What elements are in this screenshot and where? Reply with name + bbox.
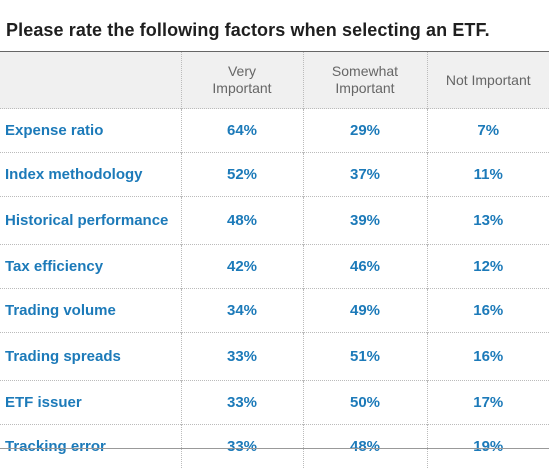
value-cell: 49% xyxy=(303,289,427,333)
value-cell: 17% xyxy=(427,381,549,425)
row-label: ETF issuer xyxy=(0,381,181,425)
table-row: ETF issuer 33% 50% 17% xyxy=(0,381,549,425)
table-row: Tracking error 33% 48% 19% xyxy=(0,425,549,468)
value-cell: 33% xyxy=(181,425,303,468)
row-label: Expense ratio xyxy=(0,109,181,153)
value-cell: 52% xyxy=(181,153,303,197)
table-row: Trading volume 34% 49% 16% xyxy=(0,289,549,333)
value-cell: 16% xyxy=(427,333,549,381)
value-cell: 46% xyxy=(303,245,427,289)
value-cell: 29% xyxy=(303,109,427,153)
value-cell: 19% xyxy=(427,425,549,468)
table-row: Trading spreads 33% 51% 16% xyxy=(0,333,549,381)
row-label: Tax efficiency xyxy=(0,245,181,289)
row-label: Tracking error xyxy=(0,425,181,468)
value-cell: 48% xyxy=(303,425,427,468)
column-header-somewhat-important: Somewhat Important xyxy=(303,52,427,109)
value-cell: 7% xyxy=(427,109,549,153)
value-cell: 39% xyxy=(303,197,427,245)
column-header-line: Somewhat xyxy=(304,63,427,80)
row-label: Trading volume xyxy=(0,289,181,333)
table-title: Please rate the following factors when s… xyxy=(6,20,490,41)
value-cell: 33% xyxy=(181,333,303,381)
value-cell: 12% xyxy=(427,245,549,289)
column-header-line: Important xyxy=(304,80,427,97)
value-cell: 48% xyxy=(181,197,303,245)
header-row: Very Important Somewhat Important Not Im… xyxy=(0,52,549,109)
column-header-very-important: Very Important xyxy=(181,52,303,109)
column-header-line: Not Important xyxy=(428,72,550,89)
value-cell: 37% xyxy=(303,153,427,197)
table-row: Historical performance 48% 39% 13% xyxy=(0,197,549,245)
etf-factors-table: Very Important Somewhat Important Not Im… xyxy=(0,52,549,468)
column-header-line: Important xyxy=(182,80,303,97)
column-header-not-important: Not Important xyxy=(427,52,549,109)
header-corner xyxy=(0,52,181,109)
value-cell: 50% xyxy=(303,381,427,425)
row-label: Index methodology xyxy=(0,153,181,197)
table-row: Index methodology 52% 37% 11% xyxy=(0,153,549,197)
row-label: Historical performance xyxy=(0,197,181,245)
table-row: Tax efficiency 42% 46% 12% xyxy=(0,245,549,289)
value-cell: 42% xyxy=(181,245,303,289)
value-cell: 16% xyxy=(427,289,549,333)
table-row: Expense ratio 64% 29% 7% xyxy=(0,109,549,153)
value-cell: 11% xyxy=(427,153,549,197)
value-cell: 64% xyxy=(181,109,303,153)
bottom-divider xyxy=(0,448,549,449)
value-cell: 13% xyxy=(427,197,549,245)
value-cell: 34% xyxy=(181,289,303,333)
row-label: Trading spreads xyxy=(0,333,181,381)
value-cell: 33% xyxy=(181,381,303,425)
column-header-line: Very xyxy=(182,63,303,80)
value-cell: 51% xyxy=(303,333,427,381)
